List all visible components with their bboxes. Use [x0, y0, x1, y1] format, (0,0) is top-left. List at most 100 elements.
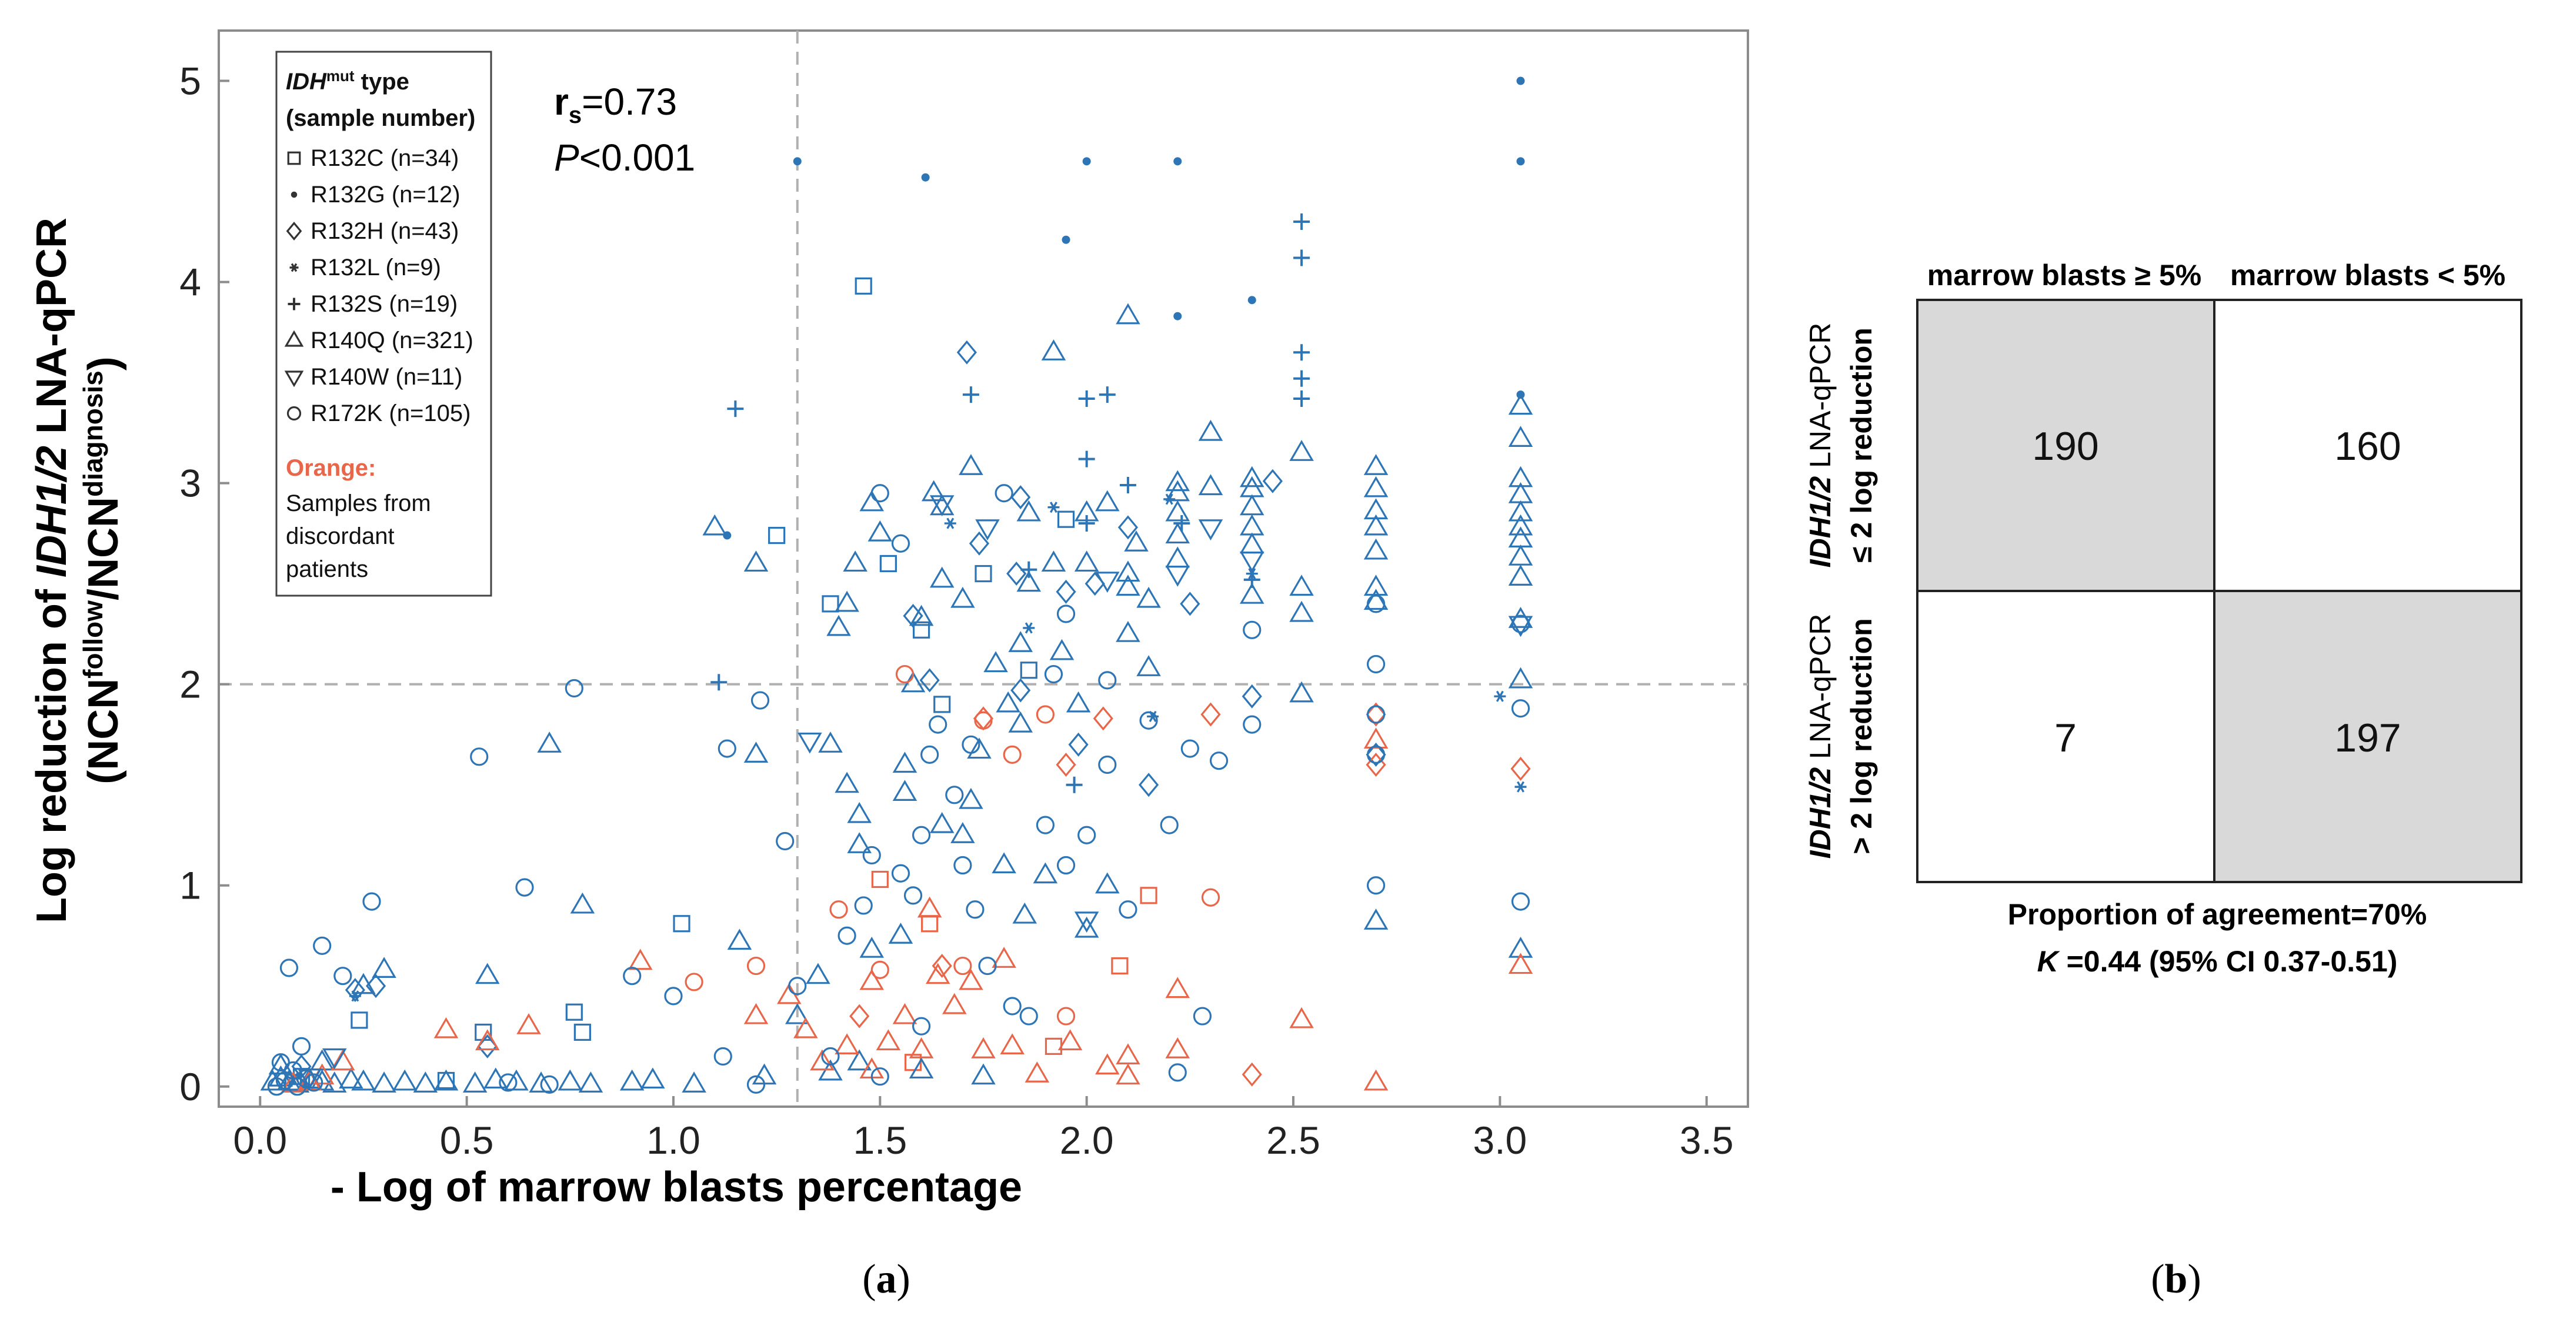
point-r132c: [565, 1003, 583, 1021]
point-r172k: [1003, 997, 1022, 1016]
point-r172k: [1243, 620, 1262, 639]
point-r140q: [950, 822, 975, 843]
point-r140q: [1508, 393, 1533, 415]
point-r140q: [1363, 909, 1389, 930]
point-r140q: [1116, 560, 1140, 582]
point-r140w: [929, 495, 955, 517]
point-r140w: [1508, 616, 1533, 637]
point-r140q: [1508, 514, 1533, 536]
point-r132h-discordant: [1366, 702, 1386, 727]
point-r140q-discordant: [1057, 1029, 1083, 1051]
legend-entries: R132C (n=34) R132G (n=12) R132H (n=43) R132…: [284, 145, 473, 426]
point-r140q: [909, 1057, 934, 1079]
point-r140q: [558, 1069, 583, 1091]
point-r140q: [322, 1071, 347, 1093]
legend-note-title: Orange:: [286, 455, 376, 481]
point-r140q: [1016, 570, 1042, 592]
point-r132g: [1516, 76, 1525, 85]
point-r172k: [1036, 816, 1055, 834]
point-r140q: [578, 1071, 603, 1093]
point-r140q: [1363, 514, 1389, 536]
point-r140w: [297, 1068, 322, 1090]
contingency-panel: marrow blasts ≥ 5% marrow blasts < 5% ID…: [1804, 259, 2522, 1302]
point-r140q: [806, 963, 830, 984]
point-r140q: [1239, 532, 1264, 554]
point-r172k: [288, 1077, 307, 1096]
point-r132s: [710, 674, 728, 691]
point-r132c: [573, 1023, 591, 1041]
series-r140w: [297, 495, 1533, 1090]
legend-label: R132C (n=34): [311, 145, 459, 171]
point-r140q: [1289, 575, 1314, 596]
point-r140q: [1049, 639, 1075, 660]
point-r140q: [475, 963, 500, 984]
svg-text:IDH1/2 LNA-qPCR: IDH1/2 LNA-qPCR: [1804, 614, 1837, 859]
point-r172k-discordant: [1003, 745, 1022, 764]
svg-text:IDH1/2 LNA-qPCR: IDH1/2 LNA-qPCR: [1804, 323, 1837, 568]
point-r140q: [1074, 916, 1099, 938]
point-r140q: [983, 651, 1008, 673]
cell-1-1-bg: [2214, 591, 2521, 882]
legend-note-line-3: patients: [286, 556, 368, 582]
point-r172k: [1366, 654, 1386, 674]
point-r140q: [1508, 500, 1533, 522]
point-r140q-discordant: [909, 1037, 934, 1058]
point-r140q: [1012, 902, 1037, 924]
point-r140q: [867, 520, 893, 542]
point-r172k: [962, 735, 980, 754]
point-r140q: [892, 751, 917, 773]
point-r132g: [1247, 296, 1256, 305]
point-r140q: [260, 1069, 285, 1091]
point-r132g: [1062, 235, 1070, 244]
point-r140q-discordant: [793, 1017, 818, 1038]
legend: IDHmut type (sample number) R132C (n=34)…: [275, 51, 492, 597]
legend-label: R132S (n=19): [311, 291, 458, 317]
point-r172k: [945, 786, 964, 804]
point-r140q-discordant: [810, 1049, 835, 1071]
y-tick-label: 3: [179, 462, 201, 505]
x-axis-ticks: 0.0 0.5 1.0 1.5 2.0 2.5 3.0 3.5: [233, 1096, 1734, 1162]
point-r132s: [727, 400, 744, 417]
point-r140q: [826, 614, 851, 636]
point-r132s: [1078, 390, 1095, 407]
point-r140q: [1289, 600, 1314, 622]
x-tick-label: 0.0: [233, 1118, 287, 1162]
point-r132h: [477, 1034, 498, 1058]
point-r140q: [835, 771, 859, 793]
col-header-1: marrow blasts ≥ 5%: [1927, 259, 2202, 292]
point-r132h: [1138, 773, 1159, 797]
point-r140q-discordant: [1289, 1007, 1314, 1028]
point-r132h: [345, 978, 365, 1003]
point-r140q-discordant: [1165, 977, 1190, 998]
caption-a: (a): [862, 1257, 910, 1302]
point-r140q: [1508, 545, 1533, 566]
point-r140q: [1508, 565, 1533, 586]
point-r140w: [798, 732, 822, 754]
point-r132h: [365, 974, 386, 998]
point-r140q-discordant: [835, 1033, 859, 1054]
point-r140q: [1165, 480, 1190, 502]
cell-0-0-bg: [1917, 300, 2214, 591]
point-r140w: [1165, 565, 1190, 587]
series-r132s: [710, 213, 1310, 793]
point-r140w: [975, 519, 1000, 541]
point-r172k: [837, 926, 856, 945]
point-r132c-discordant: [871, 870, 889, 889]
point-r132h-discordant: [932, 954, 952, 978]
point-r132c: [1020, 662, 1037, 679]
point-r140q: [992, 852, 1016, 874]
point-r132l: [1163, 493, 1176, 505]
svg-text:> 2 log reduction: > 2 log reduction: [1845, 618, 1878, 854]
point-r140q: [727, 928, 752, 950]
legend-marker-dot: [291, 191, 298, 198]
point-r172k: [862, 846, 881, 865]
point-r132g: [1173, 157, 1182, 166]
point-r140q: [785, 1003, 810, 1024]
cell-0-1: 160: [2334, 424, 2401, 469]
point-r140q: [570, 892, 595, 914]
legend-label: R140Q (n=321): [311, 328, 473, 353]
point-r172k: [920, 745, 939, 764]
point-r140q: [1008, 711, 1033, 733]
point-r140q: [1239, 514, 1264, 536]
x-axis-title: - Log of marrow blasts percentage: [331, 1164, 1022, 1211]
